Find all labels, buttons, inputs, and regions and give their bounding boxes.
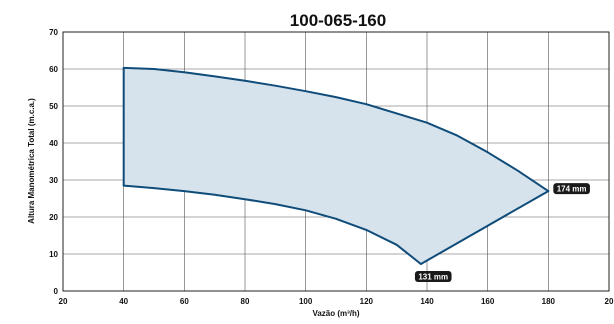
- x-tick-label: 60: [180, 297, 189, 306]
- max-flow-boundary: [419, 190, 550, 265]
- diameter-labels: 174 mm 131 mm: [414, 183, 590, 282]
- y-tick-label: 60: [49, 65, 58, 74]
- x-tick-label: 120: [360, 297, 374, 306]
- plot-frame: [62, 31, 610, 292]
- x-tick-label: 80: [241, 297, 250, 306]
- diameter-tag-box: [414, 270, 452, 282]
- x-tick-label: 20: [605, 297, 614, 306]
- x-tick-label: 140: [420, 297, 434, 306]
- curve-layer: [122, 66, 550, 265]
- x-tick-labels: 20 40 60 80 100 120 140 160 180 20: [59, 297, 614, 306]
- y-tick-label: 70: [49, 28, 58, 37]
- x-tick-label: 40: [119, 297, 128, 306]
- series-line-174mm: [122, 66, 550, 193]
- operating-region: [123, 67, 549, 265]
- diameter-tag-text: 174 mm: [557, 185, 587, 194]
- y-tick-label: 20: [49, 213, 58, 222]
- y-tick-label: 40: [49, 139, 58, 148]
- diameter-tag: 131 mm: [414, 270, 452, 282]
- operating-region-fill: [123, 67, 549, 265]
- chart-title: 100-065-160: [290, 11, 386, 30]
- y-tick-label: 30: [49, 176, 58, 185]
- x-axis-label: Vazão (m³/h): [312, 309, 359, 318]
- y-tick-labels: 0 10 20 30 40 50 60 70: [49, 28, 58, 296]
- x-tick-label: 160: [481, 297, 495, 306]
- diameter-tag: 174 mm: [553, 183, 590, 195]
- series-line-131mm: [122, 184, 422, 265]
- diameter-tag-text: 131 mm: [418, 272, 448, 281]
- y-tick-label: 10: [49, 250, 58, 259]
- y-axis-label: Altura Manométrica Total (m.c.a.): [27, 98, 36, 224]
- y-tick-label: 50: [49, 102, 58, 111]
- y-tick-label: 0: [54, 287, 59, 296]
- x-tick-label: 20: [59, 297, 68, 306]
- diameter-tag-box: [553, 183, 590, 195]
- x-tick-label: 100: [299, 297, 313, 306]
- x-tick-label: 180: [542, 297, 556, 306]
